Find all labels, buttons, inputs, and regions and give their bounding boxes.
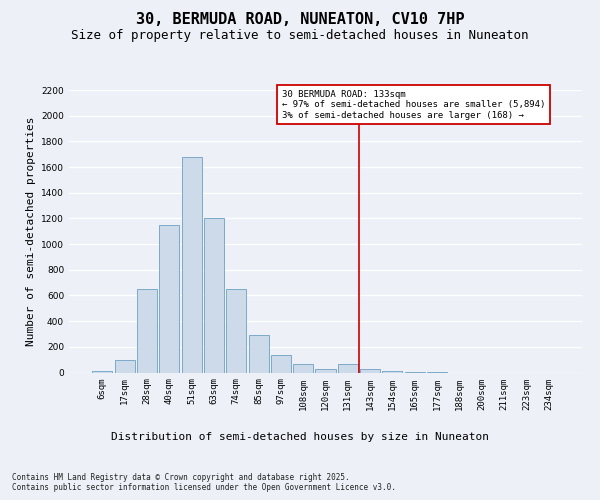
Text: Contains public sector information licensed under the Open Government Licence v3: Contains public sector information licen… — [12, 484, 396, 492]
Text: Distribution of semi-detached houses by size in Nuneaton: Distribution of semi-detached houses by … — [111, 432, 489, 442]
Bar — [159, 225, 179, 372]
Bar — [115, 360, 135, 372]
Bar — [204, 218, 224, 372]
Bar — [137, 289, 157, 372]
Bar — [182, 157, 202, 372]
Text: 30, BERMUDA ROAD, NUNEATON, CV10 7HP: 30, BERMUDA ROAD, NUNEATON, CV10 7HP — [136, 12, 464, 28]
Bar — [226, 289, 246, 372]
Bar — [293, 364, 313, 372]
Text: Size of property relative to semi-detached houses in Nuneaton: Size of property relative to semi-detach… — [71, 29, 529, 42]
Bar — [360, 368, 380, 372]
Bar — [338, 364, 358, 372]
Bar — [316, 368, 335, 372]
Y-axis label: Number of semi-detached properties: Number of semi-detached properties — [26, 116, 35, 346]
Bar — [382, 370, 403, 372]
Bar — [271, 354, 291, 372]
Bar — [248, 336, 269, 372]
Text: Contains HM Land Registry data © Crown copyright and database right 2025.: Contains HM Land Registry data © Crown c… — [12, 472, 350, 482]
Bar — [92, 370, 112, 372]
Text: 30 BERMUDA ROAD: 133sqm
← 97% of semi-detached houses are smaller (5,894)
3% of : 30 BERMUDA ROAD: 133sqm ← 97% of semi-de… — [282, 90, 545, 120]
